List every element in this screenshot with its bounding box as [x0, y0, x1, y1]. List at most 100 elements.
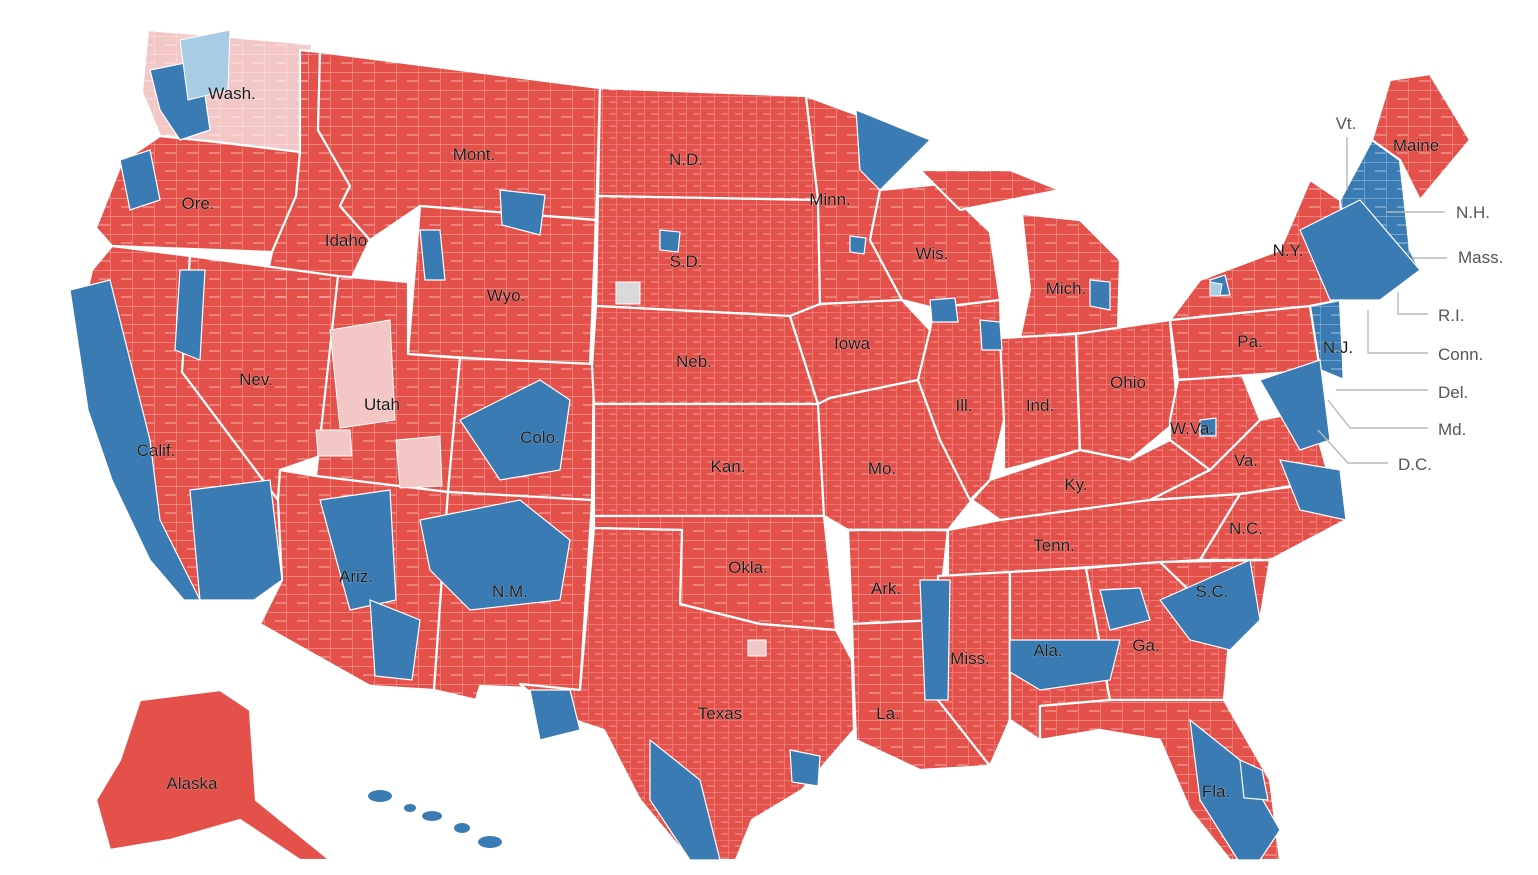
callout-label-dc: D.C. [1398, 455, 1432, 474]
state-label-al: Ala. [1033, 641, 1062, 660]
democratic-county-area [979, 319, 1003, 351]
light-shaded-county [1209, 281, 1223, 297]
state-label-wa: Wash. [208, 84, 256, 103]
county-texture-wi [870, 184, 1000, 308]
state-label-tx: Texas [698, 704, 742, 723]
state-label-nc: N.C. [1229, 519, 1263, 538]
state-label-fl: Fla. [1202, 782, 1230, 801]
state-label-ak: Alaska [166, 774, 218, 793]
state-label-mn: Minn. [809, 190, 851, 209]
state-label-la: La. [876, 704, 900, 723]
hawaii-island [404, 804, 416, 812]
state-label-mi: Mich. [1046, 279, 1087, 298]
democratic-county-area [119, 149, 161, 211]
democratic-county-area [1089, 279, 1111, 311]
democratic-county-area [1199, 417, 1217, 437]
state-label-me: Maine [1393, 136, 1439, 155]
state-label-in: Ind. [1026, 396, 1054, 415]
light-shaded-county [315, 429, 353, 457]
state-label-nd: N.D. [669, 150, 703, 169]
county-texture-la [852, 620, 990, 770]
county-texture-ia [790, 300, 930, 404]
state-label-nv: Nev. [239, 370, 273, 389]
democratic-county-area [499, 189, 546, 236]
democratic-county-area [849, 235, 867, 255]
democratic-county-area [529, 689, 581, 741]
democratic-county-area [649, 738, 721, 861]
county-texture-ne [592, 306, 818, 404]
county-texture-nv [182, 256, 338, 500]
callout-label-de: Del. [1438, 383, 1468, 402]
state-labels: Wash. Ore. Idaho Mont. Wyo. Nev. Utah Calif. Col… [136, 84, 1439, 802]
state-label-co: Colo. [520, 428, 560, 447]
state-label-ut: Utah [364, 395, 400, 414]
state-label-sd: S.D. [669, 252, 702, 271]
democratic-county-area [1299, 199, 1421, 301]
democratic-county-area [789, 749, 821, 787]
democratic-county-area [929, 297, 959, 323]
leader-line-dc [1317, 429, 1388, 464]
state-label-ia: Iowa [834, 334, 870, 353]
state-label-tn: Tenn. [1033, 536, 1075, 555]
state-label-mt: Mont. [453, 145, 496, 164]
county-texture-nd [598, 88, 818, 200]
democratic-county-area [189, 479, 283, 601]
light-shaded-county [747, 639, 767, 657]
state-label-or: Ore. [181, 194, 214, 213]
democratic-county-clusters [69, 29, 1421, 861]
state-label-nj: N.J. [1323, 338, 1353, 357]
callout-label-ct: Conn. [1438, 345, 1483, 364]
hawaii-island [478, 836, 502, 848]
county-texture-ms [938, 572, 1010, 766]
democratic-county-area [419, 229, 446, 281]
democratic-county-area [659, 229, 681, 253]
leader-line-md [1327, 399, 1428, 429]
county-texture-ky [972, 440, 1210, 520]
state-label-az: Ariz. [339, 567, 373, 586]
county-grid-overlay [78, 30, 1470, 860]
state-label-ok: Okla. [728, 558, 768, 577]
county-texture-va [1150, 410, 1330, 500]
county-texture-tx [520, 528, 854, 860]
democratic-county-area [319, 489, 397, 611]
democratic-county-area [1099, 587, 1151, 631]
county-texture-oh [1076, 320, 1178, 460]
state-label-id: Idaho [325, 231, 368, 250]
democratic-county-area [855, 109, 932, 191]
county-texture-sd [596, 196, 820, 316]
democratic-county-area [1259, 359, 1331, 451]
state-label-ar: Ark. [871, 579, 901, 598]
state-label-ny: N.Y. [1273, 241, 1304, 260]
callout-label-md: Md. [1438, 420, 1466, 439]
state-label-nm: N.M. [492, 582, 528, 601]
democratic-county-area [1279, 459, 1347, 521]
state-ak [94, 688, 332, 862]
democratic-county-area [369, 599, 421, 681]
state-label-ca: Calif. [137, 441, 176, 460]
light-shaded-county [395, 435, 443, 489]
county-texture-tn [948, 494, 1240, 576]
callout-label-ma: Mass. [1458, 248, 1503, 267]
state-label-ks: Kan. [711, 457, 746, 476]
democratic-county-area [419, 499, 571, 611]
state-label-wy: Wyo. [487, 286, 526, 305]
state-label-il: Ill. [956, 396, 973, 415]
light-shaded-county [615, 281, 641, 305]
light-shaded-county [179, 29, 231, 101]
light-shaded-county [329, 319, 396, 429]
leader-line-ct [1367, 310, 1428, 354]
democratic-county-area [919, 579, 951, 701]
state-label-ky: Ky. [1064, 475, 1087, 494]
hawaii-island [422, 811, 442, 821]
state-label-mo: Mo. [868, 459, 896, 478]
democratic-county-area [1159, 559, 1261, 651]
county-texture-wy [408, 206, 596, 366]
county-texture-ks [594, 404, 824, 516]
democratic-county-area [1239, 759, 1269, 801]
democratic-county-area [1009, 639, 1121, 691]
county-texture-me [1372, 74, 1470, 200]
county-texture-ok [594, 516, 836, 630]
state-label-oh: Ohio [1110, 373, 1146, 392]
state-label-ms: Miss. [950, 649, 990, 668]
